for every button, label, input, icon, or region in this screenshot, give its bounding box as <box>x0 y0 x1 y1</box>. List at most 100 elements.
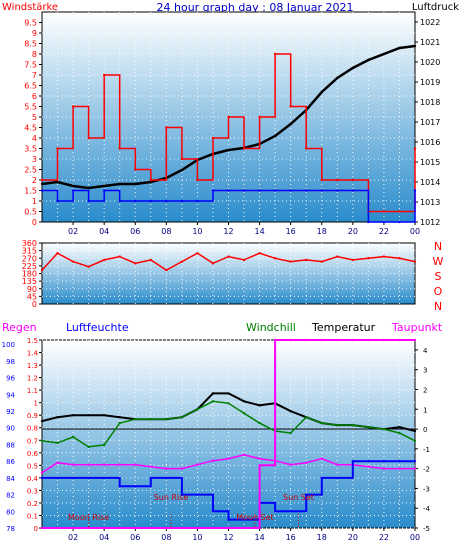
humidity-point <box>336 476 339 480</box>
wind-direction-point <box>56 251 59 255</box>
dewpoint-point <box>367 465 370 468</box>
wind-point <box>398 210 401 213</box>
gust-point <box>227 189 230 192</box>
y-tick-label: 8 <box>32 50 37 59</box>
wind-direction-panel <box>41 242 416 305</box>
x-tick-label: 02 <box>68 533 78 542</box>
windchill-point <box>180 415 184 419</box>
y-tick-label: -1 <box>423 446 430 454</box>
wind-axis-label: Windstärke <box>2 2 58 13</box>
x-tick-label: 18 <box>317 533 327 542</box>
y-tick-label: 7.5 <box>24 61 37 70</box>
y-tick-label: 3 <box>32 155 37 164</box>
dewpoint-point <box>211 459 215 462</box>
rain-point <box>273 338 277 342</box>
gust-point <box>398 220 401 224</box>
temperature-point <box>398 425 401 429</box>
windchill-point <box>102 443 106 447</box>
rain-point <box>118 526 121 530</box>
wind-direction-point <box>398 257 401 260</box>
y-tick-label: 90 <box>27 285 37 294</box>
y-tick-label: 4.5 <box>24 124 37 133</box>
rain-point <box>134 526 137 530</box>
temperature-point <box>40 419 44 423</box>
x-tick-label: 08 <box>161 533 171 542</box>
y-tick-label: 80 <box>6 508 15 516</box>
y-tick-label: 4 <box>32 134 37 143</box>
y-tick-label: 135 <box>22 277 37 286</box>
windchill-point <box>149 417 152 421</box>
y-tick-label: 0.5 <box>27 462 38 470</box>
dewpoint-point <box>382 467 386 470</box>
rain-point <box>180 526 184 530</box>
y-tick-label: 4 <box>423 347 428 355</box>
x-tick-label: 04 <box>99 533 109 542</box>
gust-point <box>56 199 59 203</box>
pressure-point <box>56 180 59 184</box>
rain-point <box>382 338 386 342</box>
humidity-axis-label: Luftfeuchte <box>66 321 129 334</box>
y-tick-label: 1016 <box>420 138 440 147</box>
temperature-point <box>227 392 230 395</box>
gust-point <box>71 189 75 192</box>
wind-point <box>102 73 106 77</box>
y-tick-label: 0 <box>32 218 37 227</box>
gust-point <box>382 220 386 224</box>
y-tick-label: 0.7 <box>27 437 38 445</box>
y-tick-label: 315 <box>22 247 37 256</box>
x-tick-label: 20 <box>348 227 358 236</box>
windchill-point <box>258 421 261 425</box>
dewpoint-point <box>40 471 44 474</box>
dewpoint-point <box>227 457 230 460</box>
dewpoint-point <box>305 461 308 464</box>
temperature-point <box>71 414 75 417</box>
y-tick-label: -5 <box>423 525 430 533</box>
x-tick-label: 16 <box>286 227 296 236</box>
wind-direction-point <box>258 251 261 255</box>
wind-point <box>134 168 137 171</box>
wind-direction-point <box>320 260 323 263</box>
y-tick-label: 82 <box>6 492 15 500</box>
pressure-point <box>273 134 277 138</box>
humidity-point <box>149 476 152 480</box>
rain-point <box>398 338 401 342</box>
compass-letter: O <box>434 285 443 298</box>
humidity-point <box>180 493 184 496</box>
x-tick-label: 14 <box>254 227 264 236</box>
humidity-point <box>71 476 75 480</box>
wind-direction-point <box>71 260 75 263</box>
y-tick-label: 3 <box>423 367 427 375</box>
x-tick-label: 00 <box>410 533 420 542</box>
humidity-point <box>320 476 323 480</box>
y-tick-label: 86 <box>6 458 15 466</box>
temperature-point <box>258 404 261 407</box>
y-tick-label: 96 <box>6 375 15 383</box>
wind-direction-point <box>289 260 292 263</box>
wind-point <box>413 147 417 150</box>
dewpoint-point <box>258 457 261 460</box>
dewpoint-point <box>242 453 246 456</box>
x-tick-label: 20 <box>348 533 358 542</box>
rain-point <box>367 338 370 342</box>
pressure-point <box>87 186 90 190</box>
temperature-point <box>56 415 59 419</box>
y-tick-label: 3.5 <box>24 145 37 154</box>
dewpoint-point <box>165 467 168 470</box>
rain-point <box>305 338 308 342</box>
gust-point <box>320 189 323 192</box>
wind-point <box>382 210 386 213</box>
y-tick-label: 1020 <box>420 58 440 67</box>
wind-direction-point <box>273 257 277 260</box>
y-tick-label: 2.5 <box>24 166 37 175</box>
pressure-point <box>367 58 370 62</box>
x-tick-label: 06 <box>130 227 140 236</box>
rain-point <box>196 526 199 530</box>
y-tick-label: 100 <box>2 341 15 349</box>
event-label: Moon Rise <box>68 513 109 522</box>
dewpoint-point <box>180 467 184 470</box>
y-tick-label: 5 <box>32 113 37 122</box>
gust-point <box>305 189 308 192</box>
rain-point <box>40 526 44 530</box>
y-tick-label: 7 <box>32 71 37 80</box>
wind-point <box>289 105 292 108</box>
